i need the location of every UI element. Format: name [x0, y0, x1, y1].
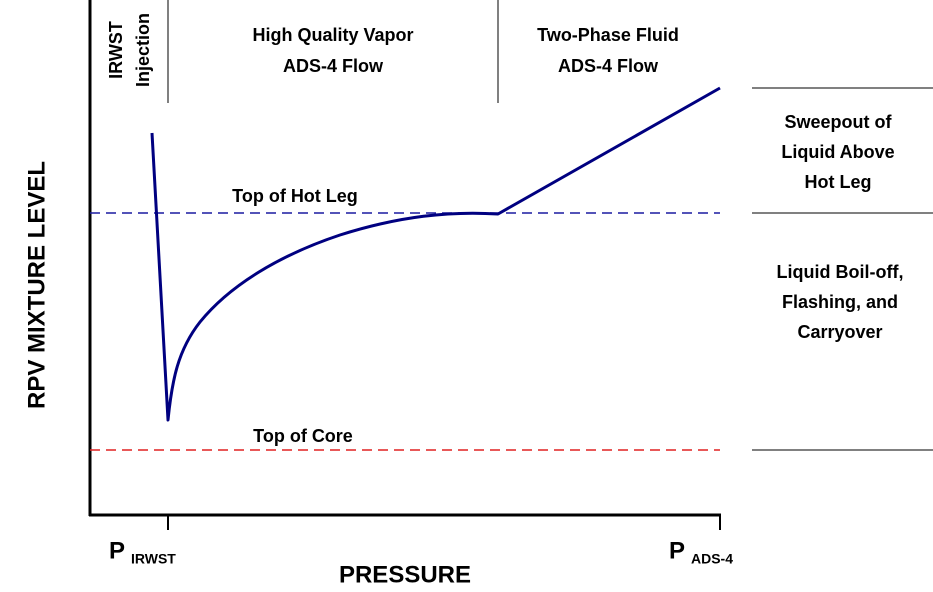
level-curve: [150, 86, 721, 422]
zone-label: Carryover: [797, 322, 882, 342]
region-label: ADS-4 Flow: [283, 56, 384, 76]
region-label: ADS-4 Flow: [558, 56, 659, 76]
x-axis-label: PRESSURE: [339, 561, 471, 588]
zone-label: Flashing, and: [782, 292, 898, 312]
x-marker-symbol: P: [109, 537, 125, 564]
y-axis-label: RPV MIXTURE LEVEL: [23, 161, 50, 409]
region-label: High Quality Vapor: [252, 25, 413, 45]
zone-label: Hot Leg: [805, 172, 872, 192]
level-label: Top of Core: [253, 426, 353, 446]
level-label: Top of Hot Leg: [232, 186, 358, 206]
region-label: IRWST: [106, 21, 126, 79]
x-marker-subscript: ADS-4: [691, 551, 733, 567]
zone-label: Liquid Boil-off,: [777, 262, 904, 282]
region-label: Two-Phase Fluid: [537, 25, 679, 45]
zone-label: Liquid Above: [781, 142, 894, 162]
x-marker-symbol: P: [669, 537, 685, 564]
zone-label: Sweepout of: [785, 112, 893, 132]
region-label: Injection: [133, 13, 153, 87]
x-marker-subscript: IRWST: [131, 551, 176, 567]
